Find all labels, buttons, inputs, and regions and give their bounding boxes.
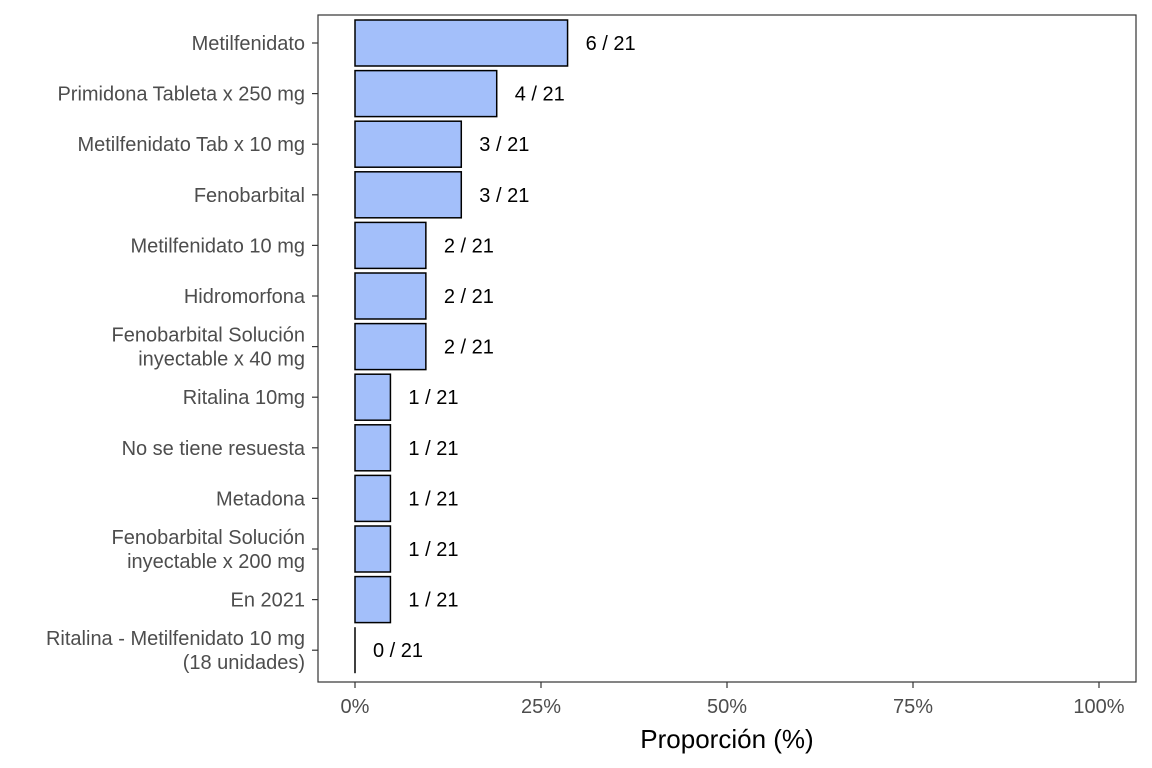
x-axis: 0% 25% 50% 75% 100% xyxy=(341,682,1125,718)
y-axis: Metilfenidato Primidona Tableta x 250 mg M… xyxy=(46,33,318,674)
data-label: 0 / 21 xyxy=(373,640,423,662)
category-label: Metadona xyxy=(216,488,306,510)
data-label: 1 / 21 xyxy=(408,387,458,409)
data-label: 1 / 21 xyxy=(408,539,458,561)
category-label-line: Ritalina 10mg xyxy=(183,387,305,409)
data-label: 2 / 21 xyxy=(444,286,494,308)
category-label-line: No se tiene resuesta xyxy=(122,438,306,460)
bar xyxy=(354,424,392,472)
category-label-line: Metilfenidato 10 mg xyxy=(130,235,305,257)
category-label-line: (18 unidades) xyxy=(183,652,305,674)
category-label-line: Metilfenidato Tab x 10 mg xyxy=(77,134,305,156)
data-label: 1 / 21 xyxy=(408,438,458,460)
category-label: Fenobarbital xyxy=(194,185,305,207)
category-label: No se tiene resuesta xyxy=(122,438,306,460)
data-label: 2 / 21 xyxy=(444,235,494,257)
data-label: 2 / 21 xyxy=(444,337,494,359)
category-label-line: Metilfenidato xyxy=(192,33,305,55)
category-label-line: Hidromorfona xyxy=(184,286,306,308)
category-label: Hidromorfona xyxy=(184,286,306,308)
category-label: En 2021 xyxy=(230,590,305,612)
category-label: Ritalina - Metilfenidato 10 mg (18 unidad… xyxy=(46,628,305,674)
data-label: 3 / 21 xyxy=(479,185,529,207)
bar xyxy=(354,272,427,320)
category-label-line: inyectable x 40 mg xyxy=(138,349,305,371)
x-tick-label: 25% xyxy=(521,696,561,718)
bars-layer: 6 / 21 4 / 21 3 / 21 3 / 21 2 / 21 2 / 21 2 / … xyxy=(354,19,636,674)
bar xyxy=(354,171,463,219)
category-label-line: Fenobarbital Solución xyxy=(112,527,305,549)
data-label: 1 / 21 xyxy=(408,590,458,612)
category-label: Metilfenidato xyxy=(192,33,305,55)
category-label-line: Ritalina - Metilfenidato 10 mg xyxy=(46,628,305,650)
data-label: 4 / 21 xyxy=(515,84,565,106)
bar xyxy=(354,474,392,523)
bar xyxy=(354,525,392,573)
category-label-line: Primidona Tableta x 250 mg xyxy=(57,84,305,106)
category-label-line: Fenobarbital Solución xyxy=(112,325,305,347)
category-label-line: inyectable x 200 mg xyxy=(127,551,305,573)
bar xyxy=(354,19,569,67)
category-label-line: En 2021 xyxy=(230,590,305,612)
category-label: Fenobarbital Solución inyectable x 200 mg xyxy=(112,527,305,573)
data-label: 6 / 21 xyxy=(586,33,636,55)
x-tick-label: 0% xyxy=(341,696,370,718)
category-label: Primidona Tableta x 250 mg xyxy=(57,84,305,106)
x-tick-label: 75% xyxy=(893,696,933,718)
category-label-line: Metadona xyxy=(216,488,306,510)
bar xyxy=(354,120,463,168)
x-tick-label: 100% xyxy=(1073,696,1124,718)
data-label: 1 / 21 xyxy=(408,488,458,510)
x-tick-label: 50% xyxy=(707,696,747,718)
category-label: Metilfenidato Tab x 10 mg xyxy=(77,134,305,156)
bar xyxy=(354,575,392,624)
category-label: Metilfenidato 10 mg xyxy=(130,235,305,257)
category-label: Ritalina 10mg xyxy=(183,387,305,409)
x-axis-title: Proporción (%) xyxy=(640,724,813,754)
bar xyxy=(354,373,392,421)
category-label: Fenobarbital Solución inyectable x 40 mg xyxy=(112,325,305,371)
bar xyxy=(354,322,427,371)
bar xyxy=(354,221,427,270)
bar xyxy=(354,69,498,118)
category-label-line: Fenobarbital xyxy=(194,185,305,207)
data-label: 3 / 21 xyxy=(479,134,529,156)
